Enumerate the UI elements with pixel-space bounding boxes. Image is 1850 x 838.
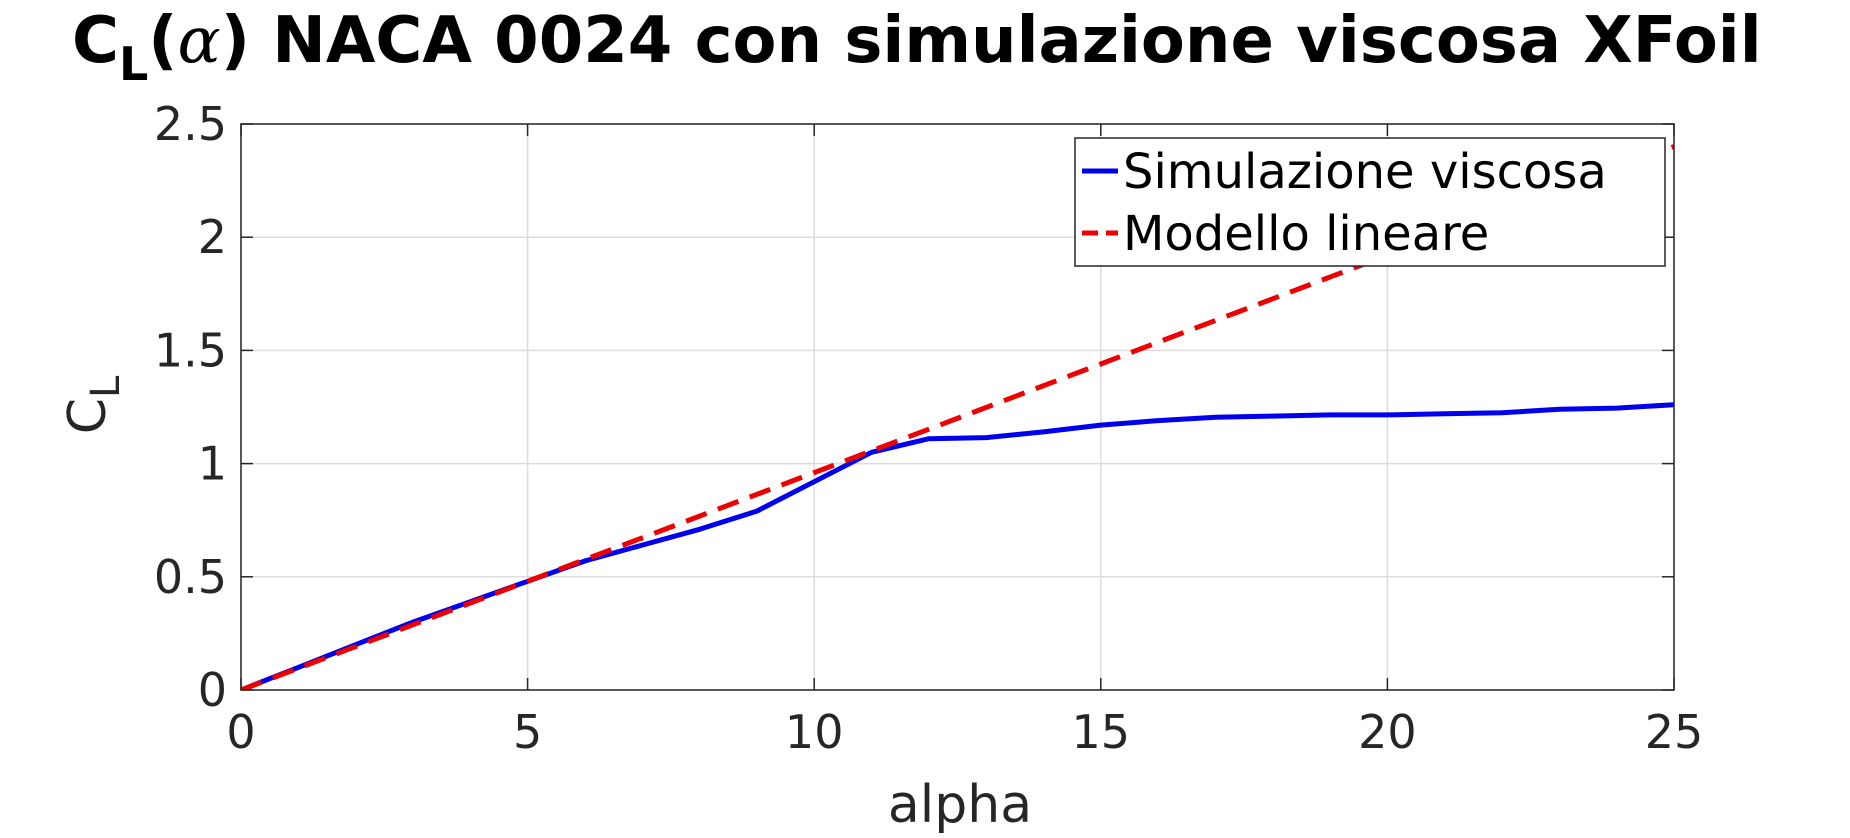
y-tick-label: 1 xyxy=(198,437,227,491)
series-line-0 xyxy=(241,402,1674,690)
y-tick-label: 0.5 xyxy=(154,550,227,604)
x-tick-label: 25 xyxy=(1645,705,1704,759)
x-tick-label: 10 xyxy=(785,705,844,759)
x-tick-label: 5 xyxy=(513,705,542,759)
y-tick-label: 0 xyxy=(198,663,227,717)
y-axis-label: CL xyxy=(58,375,129,434)
x-tick-label: 15 xyxy=(1072,705,1131,759)
axes-frame xyxy=(240,123,1675,691)
legend-label-simulazione: Simulazione viscosa xyxy=(1123,144,1607,200)
x-tick-label: 20 xyxy=(1358,705,1417,759)
chart-title: CL(α) NACA 0024 con simulazione viscosa … xyxy=(72,4,1762,91)
legend-label-modello: Modello lineare xyxy=(1123,206,1489,262)
legend-box xyxy=(1074,137,1666,267)
y-tick-label: 2 xyxy=(198,210,227,264)
y-tick-label: 1.5 xyxy=(154,323,227,377)
tick-labels: 0 5 10 15 20 25 0 0.5 1 1.5 2 2.5 xyxy=(154,97,1703,759)
y-tick-label: 2.5 xyxy=(154,97,227,151)
legend: Simulazione viscosa Modello lineare xyxy=(1074,137,1666,267)
x-axis-label: alpha xyxy=(888,775,1032,835)
x-tick-label: 0 xyxy=(226,705,255,759)
